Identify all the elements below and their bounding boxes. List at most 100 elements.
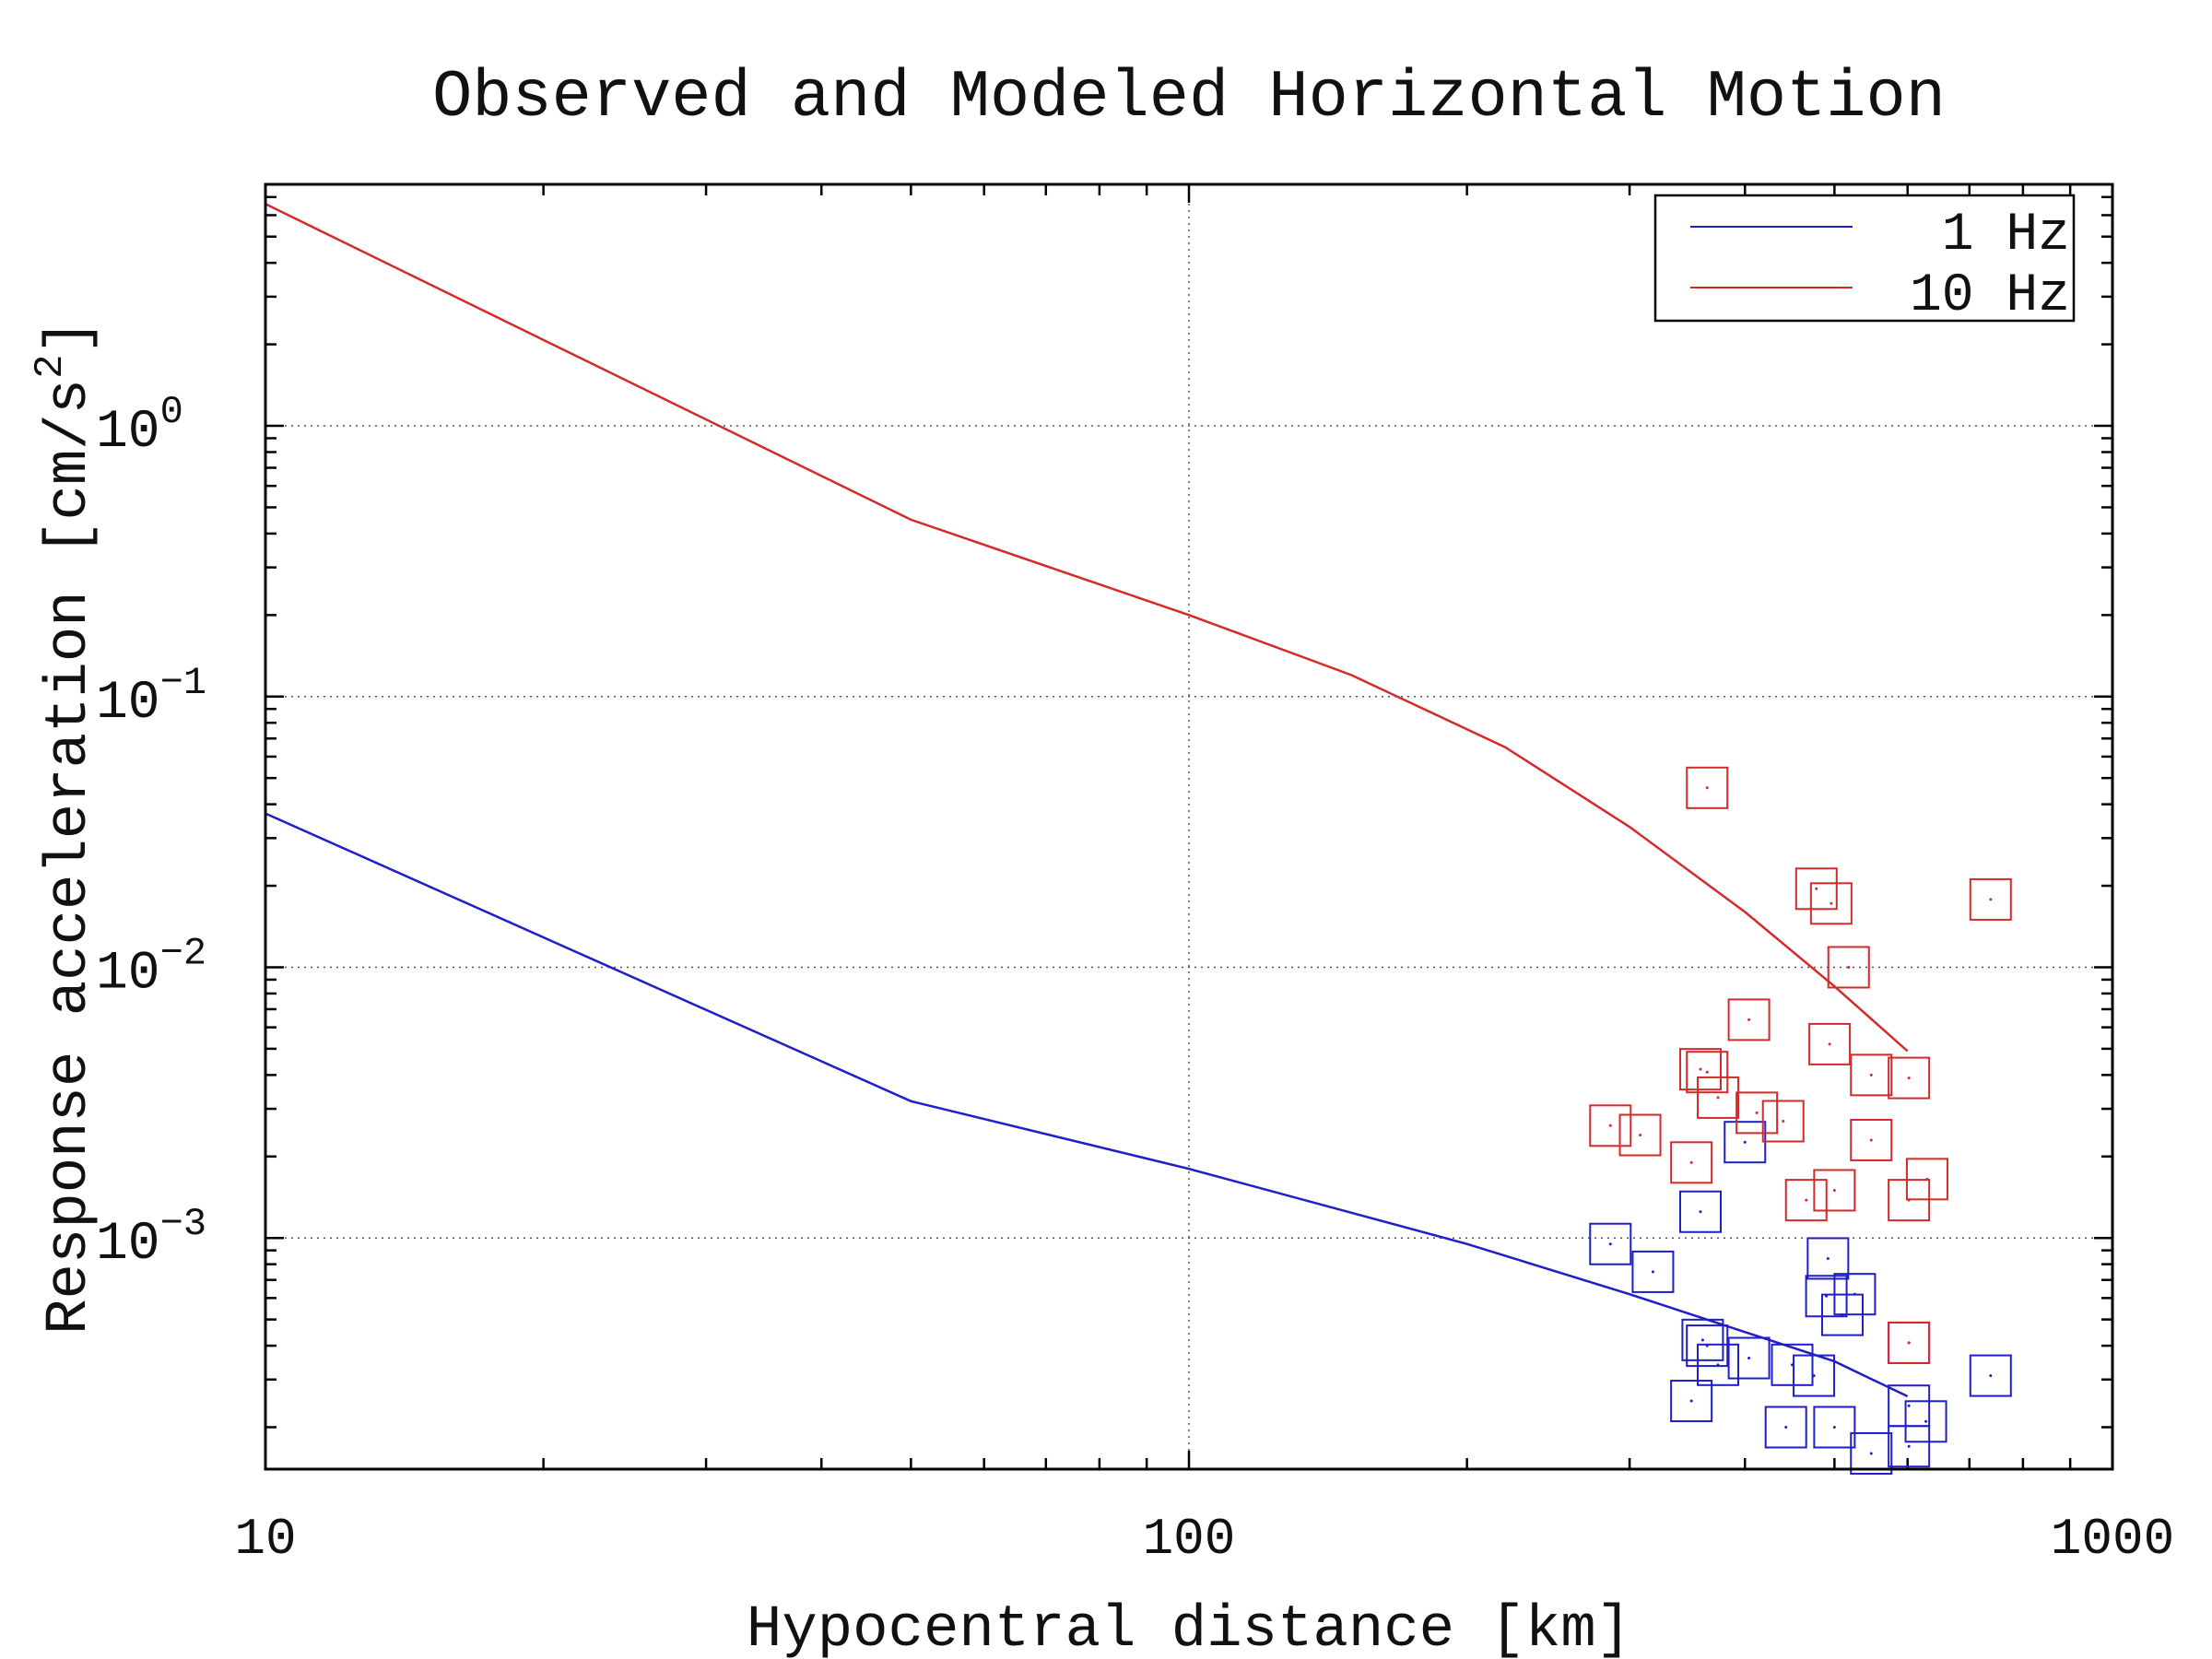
observed-10hz-dot-15 bbox=[1639, 1134, 1642, 1137]
observed-1hz-dot-17 bbox=[1689, 1399, 1693, 1403]
observed-10hz-marker-15 bbox=[1618, 1113, 1662, 1157]
observed-1hz-marker-20 bbox=[1904, 1400, 1947, 1443]
observed-10hz-dot-21 bbox=[1907, 1198, 1911, 1202]
y-tick-label-3: 10−3 bbox=[96, 1202, 206, 1275]
legend-box bbox=[1653, 194, 2076, 323]
observed-1hz-dot-3 bbox=[1743, 1140, 1747, 1144]
observed-10hz-dot-1 bbox=[1815, 887, 1818, 890]
observed-10hz-marker-3 bbox=[1969, 877, 2012, 921]
observed-1hz-marker-18 bbox=[1764, 1406, 1807, 1449]
observed-10hz-marker-9 bbox=[1850, 1053, 1893, 1097]
observed-10hz-dot-5 bbox=[1747, 1018, 1751, 1021]
observed-1hz-dot-13 bbox=[1841, 1313, 1844, 1317]
observed-1hz-dot-18 bbox=[1784, 1426, 1788, 1430]
observed-1hz-marker-4 bbox=[1681, 1318, 1724, 1361]
observed-10hz-dot-9 bbox=[1869, 1073, 1873, 1077]
observed-10hz-marker-18 bbox=[1813, 1169, 1856, 1212]
observed-1hz-dot-22 bbox=[1907, 1444, 1911, 1448]
observed-10hz-dot-3 bbox=[1989, 898, 1993, 901]
observed-10hz-marker-8 bbox=[1686, 1051, 1729, 1094]
observed-10hz-marker-7 bbox=[1678, 1048, 1722, 1091]
x-tick-label-1: 100 bbox=[1143, 1510, 1236, 1569]
series-line-10hz bbox=[265, 203, 1909, 1053]
chart-title: Observed and Modeled Horizontal Motion bbox=[432, 60, 1946, 135]
y-tick-label-2: 10−2 bbox=[96, 931, 206, 1004]
observed-1hz-marker-2 bbox=[1678, 1190, 1722, 1233]
observed-10hz-dot-20 bbox=[1805, 1198, 1808, 1202]
observed-10hz-marker-6 bbox=[1808, 1022, 1852, 1065]
observed-10hz-dot-4 bbox=[1847, 965, 1851, 969]
observed-1hz-dot-4 bbox=[1700, 1338, 1704, 1342]
observed-10hz-dot-18 bbox=[1832, 1188, 1836, 1192]
observed-1hz-marker-6 bbox=[1697, 1343, 1740, 1386]
observed-1hz-marker-17 bbox=[1670, 1380, 1713, 1423]
observed-10hz-dot-14 bbox=[1608, 1124, 1612, 1127]
observed-1hz-dot-6 bbox=[1716, 1363, 1720, 1367]
observed-1hz-dot-15 bbox=[1907, 1404, 1911, 1407]
observed-10hz-marker-11 bbox=[1697, 1076, 1740, 1119]
observed-10hz-marker-1 bbox=[1794, 867, 1838, 911]
observed-10hz-marker-5 bbox=[1727, 998, 1771, 1041]
observed-1hz-dot-19 bbox=[1832, 1426, 1836, 1430]
observed-10hz-marker-22 bbox=[1888, 1321, 1931, 1364]
observed-1hz-marker-10 bbox=[1806, 1237, 1850, 1280]
x-axis-label: Hypocentral distance [km] bbox=[747, 1597, 1631, 1659]
observed-10hz-dot-6 bbox=[1828, 1042, 1831, 1046]
observed-1hz-marker-21 bbox=[1850, 1431, 1893, 1475]
marker-layer bbox=[1589, 766, 2012, 1475]
observed-10hz-dot-11 bbox=[1716, 1096, 1720, 1100]
observed-1hz-marker-7 bbox=[1727, 1336, 1771, 1380]
observed-10hz-dot-17 bbox=[1689, 1160, 1693, 1164]
y-tick-label-1: 10−1 bbox=[96, 661, 206, 734]
legend-label-10hz: 10 Hz bbox=[1910, 266, 2070, 326]
observed-10hz-dot-2 bbox=[1830, 901, 1833, 905]
observed-10hz-marker-2 bbox=[1809, 882, 1853, 925]
observed-10hz-dot-0 bbox=[1705, 786, 1709, 790]
observed-10hz-dot-8 bbox=[1705, 1070, 1709, 1074]
x-tick-label-0: 10 bbox=[234, 1510, 296, 1569]
observed-10hz-marker-4 bbox=[1827, 946, 1870, 989]
observed-10hz-dot-7 bbox=[1699, 1067, 1702, 1071]
tick-labels: 10 100 1000 100 10−1 10−2 10−3 bbox=[96, 390, 2174, 1569]
observed-10hz-marker-0 bbox=[1686, 766, 1729, 809]
observed-10hz-marker-14 bbox=[1589, 1104, 1632, 1147]
observed-10hz-marker-10 bbox=[1888, 1056, 1931, 1100]
observed-1hz-marker-13 bbox=[1820, 1293, 1864, 1336]
x-tick-label-2: 1000 bbox=[2051, 1510, 2174, 1569]
observed-10hz-dot-10 bbox=[1907, 1077, 1911, 1080]
observed-1hz-dot-16 bbox=[1989, 1374, 1993, 1378]
observed-1hz-dot-1 bbox=[1651, 1270, 1654, 1274]
y-axis-label: Response acceleration [cm/s2] bbox=[28, 319, 103, 1335]
observed-1hz-dot-7 bbox=[1747, 1357, 1751, 1360]
observed-10hz-dot-13 bbox=[1782, 1119, 1785, 1123]
observed-1hz-marker-19 bbox=[1813, 1406, 1856, 1449]
observed-1hz-marker-9 bbox=[1793, 1354, 1836, 1397]
observed-1hz-dot-0 bbox=[1608, 1242, 1612, 1246]
observed-10hz-dot-16 bbox=[1869, 1138, 1873, 1142]
observed-1hz-dot-21 bbox=[1869, 1452, 1873, 1455]
grid bbox=[265, 184, 2112, 1469]
observed-10hz-marker-20 bbox=[1784, 1179, 1828, 1222]
observed-1hz-marker-8 bbox=[1771, 1343, 1814, 1386]
observed-10hz-marker-16 bbox=[1850, 1118, 1893, 1161]
observed-1hz-marker-22 bbox=[1888, 1425, 1931, 1468]
y-tick-label-0: 100 bbox=[96, 390, 183, 463]
observed-1hz-marker-5 bbox=[1686, 1324, 1729, 1368]
observed-10hz-marker-17 bbox=[1670, 1141, 1713, 1184]
observed-10hz-marker-12 bbox=[1735, 1091, 1779, 1135]
observed-10hz-marker-21 bbox=[1888, 1179, 1931, 1222]
observed-1hz-dot-10 bbox=[1826, 1256, 1830, 1260]
observed-1hz-marker-11 bbox=[1805, 1275, 1848, 1318]
observed-1hz-marker-1 bbox=[1631, 1250, 1675, 1293]
observed-1hz-marker-16 bbox=[1969, 1354, 2012, 1397]
observed-10hz-dot-22 bbox=[1907, 1341, 1911, 1345]
observed-10hz-marker-13 bbox=[1761, 1100, 1805, 1143]
observed-1hz-dot-2 bbox=[1699, 1210, 1702, 1214]
legend: 1 Hz 10 Hz bbox=[1653, 194, 2076, 326]
legend-label-1hz: 1 Hz bbox=[1942, 206, 2070, 265]
observed-1hz-marker-0 bbox=[1589, 1222, 1632, 1265]
plot-frame bbox=[264, 182, 2114, 1471]
observed-1hz-dot-9 bbox=[1812, 1374, 1816, 1378]
observed-10hz-dot-12 bbox=[1755, 1111, 1759, 1114]
